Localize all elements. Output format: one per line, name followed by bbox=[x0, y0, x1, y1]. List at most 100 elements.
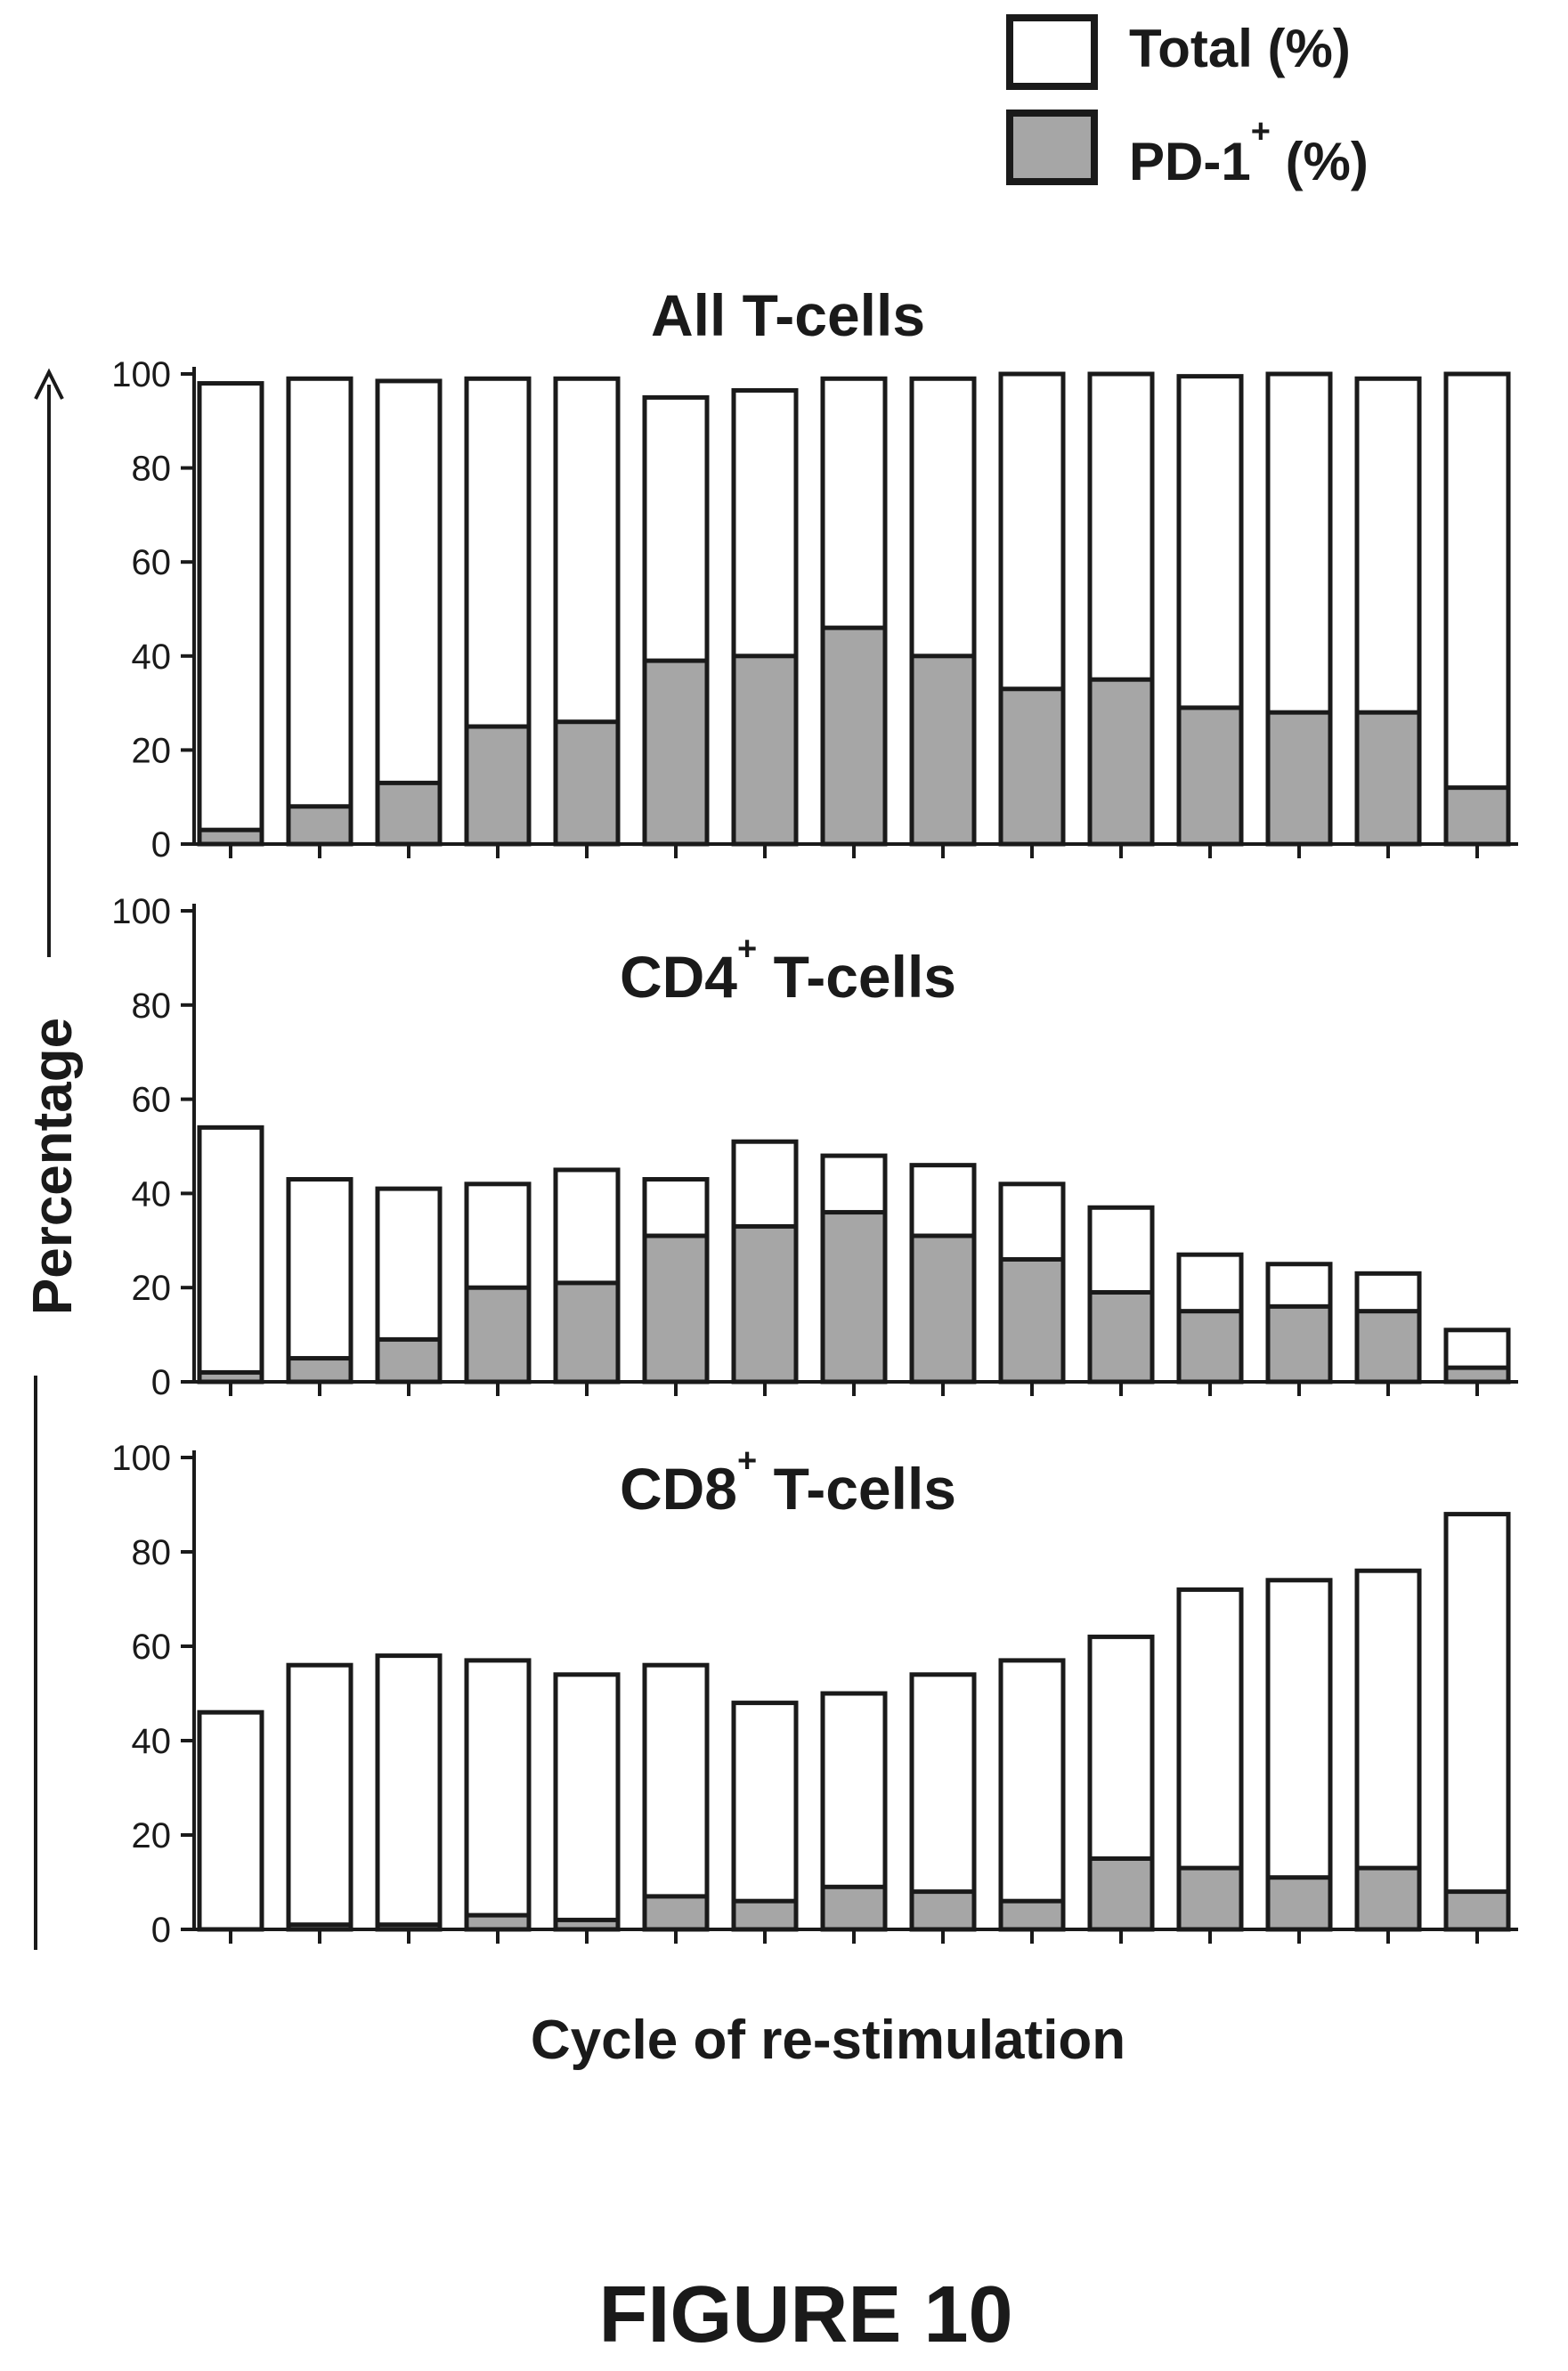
bar-total bbox=[286, 1662, 353, 1932]
bar-pd1 bbox=[197, 1369, 264, 1384]
bar-total bbox=[286, 1177, 353, 1384]
bar-pd1 bbox=[642, 1894, 710, 1932]
y-tick-label: 40 bbox=[132, 637, 172, 677]
bar-total bbox=[197, 381, 264, 847]
panel-title: CD4+ T-cells bbox=[620, 930, 956, 1010]
legend: Total (%) PD-1+ (%) bbox=[1006, 14, 1369, 191]
bar-total bbox=[1443, 1512, 1511, 1932]
bar-pd1 bbox=[464, 1285, 532, 1384]
bar-pd1 bbox=[286, 1922, 353, 1932]
panel-title-rest: T-cells bbox=[757, 944, 956, 1010]
bar-pd1 bbox=[1176, 1309, 1244, 1384]
bar-pd1 bbox=[197, 827, 264, 847]
bar-total bbox=[197, 1125, 264, 1384]
bar-pd1 bbox=[820, 625, 888, 847]
y-tick-label: 20 bbox=[132, 731, 172, 770]
y-tick-label: 0 bbox=[151, 1911, 171, 1950]
legend-pd1-swatch bbox=[1006, 110, 1098, 185]
y-axis-arrowhead bbox=[34, 368, 64, 400]
bar-pd1 bbox=[375, 1336, 443, 1384]
legend-pd1-sup: + bbox=[1251, 113, 1271, 150]
y-tick-label: 0 bbox=[151, 1363, 171, 1402]
bar-pd1 bbox=[553, 1280, 621, 1384]
y-tick-label: 100 bbox=[111, 355, 171, 394]
bar-total bbox=[909, 1672, 977, 1932]
y-tick-label: 80 bbox=[132, 987, 172, 1026]
y-tick-label: 100 bbox=[111, 1439, 171, 1478]
legend-pd1-suffix: (%) bbox=[1271, 132, 1369, 191]
legend-pd1-label: PD-1+ (%) bbox=[1129, 113, 1369, 191]
bar-total bbox=[197, 1709, 264, 1932]
bar-pd1 bbox=[998, 1256, 1066, 1384]
y-tick-label: 0 bbox=[151, 825, 171, 865]
bar-pd1 bbox=[553, 1917, 621, 1932]
figure-label: FIGURE 10 bbox=[598, 2270, 1012, 2359]
y-tick-label: 20 bbox=[132, 1269, 172, 1308]
bar-total bbox=[1443, 371, 1511, 847]
bar-pd1 bbox=[1443, 1889, 1511, 1932]
bar-pd1 bbox=[909, 654, 977, 847]
panel-cd8-t-cells: 0 20 40 60 80 100 CD8+ T-cells bbox=[111, 1439, 1518, 1950]
bar-pd1 bbox=[553, 719, 621, 847]
bar-pd1 bbox=[286, 1356, 353, 1384]
panel-title-main: CD4 bbox=[620, 944, 737, 1010]
y-tick-label: 60 bbox=[132, 1628, 172, 1667]
bar-pd1 bbox=[1443, 1365, 1511, 1384]
bar-total bbox=[998, 1658, 1066, 1932]
y-tick-label: 80 bbox=[132, 1533, 172, 1572]
legend-total-label: Total (%) bbox=[1129, 19, 1351, 78]
bar-total bbox=[464, 1658, 532, 1932]
y-tick-label: 40 bbox=[132, 1722, 172, 1761]
bar-pd1 bbox=[1354, 710, 1422, 847]
bar-pd1 bbox=[642, 1233, 710, 1384]
bar-pd1 bbox=[1265, 1875, 1333, 1932]
y-tick-label: 60 bbox=[132, 1081, 172, 1120]
bar-pd1 bbox=[820, 1210, 888, 1384]
y-tick-label: 20 bbox=[132, 1816, 172, 1855]
bar-pd1 bbox=[1176, 705, 1244, 847]
y-tick-label: 60 bbox=[132, 543, 172, 582]
bar-pd1 bbox=[464, 1912, 532, 1932]
bar-total bbox=[642, 1662, 710, 1932]
bar-pd1 bbox=[909, 1889, 977, 1932]
bar-pd1 bbox=[642, 658, 710, 847]
bar-pd1 bbox=[1087, 677, 1155, 847]
y-axis-label: Percentage bbox=[22, 1018, 84, 1315]
bar-total bbox=[731, 1701, 799, 1932]
bar-pd1 bbox=[731, 654, 799, 847]
bar-pd1 bbox=[998, 686, 1066, 847]
panel-all-t-cells: 0 20 40 60 80 100 All T-cells bbox=[111, 282, 1518, 865]
bar-pd1 bbox=[1265, 1303, 1333, 1384]
bar-pd1 bbox=[1354, 1865, 1422, 1932]
y-axis-label-group: Percentage bbox=[22, 368, 84, 1950]
panel-title-sup: + bbox=[737, 1442, 757, 1480]
bar-total bbox=[286, 376, 353, 847]
panel-title: All T-cells bbox=[651, 282, 925, 348]
bar-pd1 bbox=[1087, 1289, 1155, 1384]
panel-title-rest: T-cells bbox=[757, 1456, 956, 1522]
bar-pd1 bbox=[1087, 1856, 1155, 1932]
bar-pd1 bbox=[375, 1922, 443, 1932]
y-tick-label: 80 bbox=[132, 450, 172, 489]
bar-pd1 bbox=[998, 1898, 1066, 1932]
bar-pd1 bbox=[375, 780, 443, 847]
legend-pd1-prefix: PD-1 bbox=[1129, 132, 1251, 191]
bar-pd1 bbox=[464, 724, 532, 847]
bar-pd1 bbox=[731, 1898, 799, 1932]
panel-title-main: CD8 bbox=[620, 1456, 737, 1522]
bar-pd1 bbox=[1443, 785, 1511, 847]
bar-pd1 bbox=[909, 1233, 977, 1384]
bar-total bbox=[375, 378, 443, 847]
bar-total bbox=[553, 1672, 621, 1932]
bar-pd1 bbox=[820, 1884, 888, 1932]
panel-title-main: All T-cells bbox=[651, 282, 925, 348]
panel-title-sup: + bbox=[737, 930, 757, 968]
y-tick-label: 40 bbox=[132, 1174, 172, 1214]
legend-total-swatch bbox=[1006, 14, 1098, 90]
x-axis-label: Cycle of re-stimulation bbox=[531, 2010, 1125, 2071]
y-tick-label: 100 bbox=[111, 892, 171, 931]
bar-pd1 bbox=[731, 1223, 799, 1384]
bar-pd1 bbox=[1176, 1865, 1244, 1932]
bar-pd1 bbox=[1265, 710, 1333, 847]
bar-total bbox=[375, 1653, 443, 1932]
